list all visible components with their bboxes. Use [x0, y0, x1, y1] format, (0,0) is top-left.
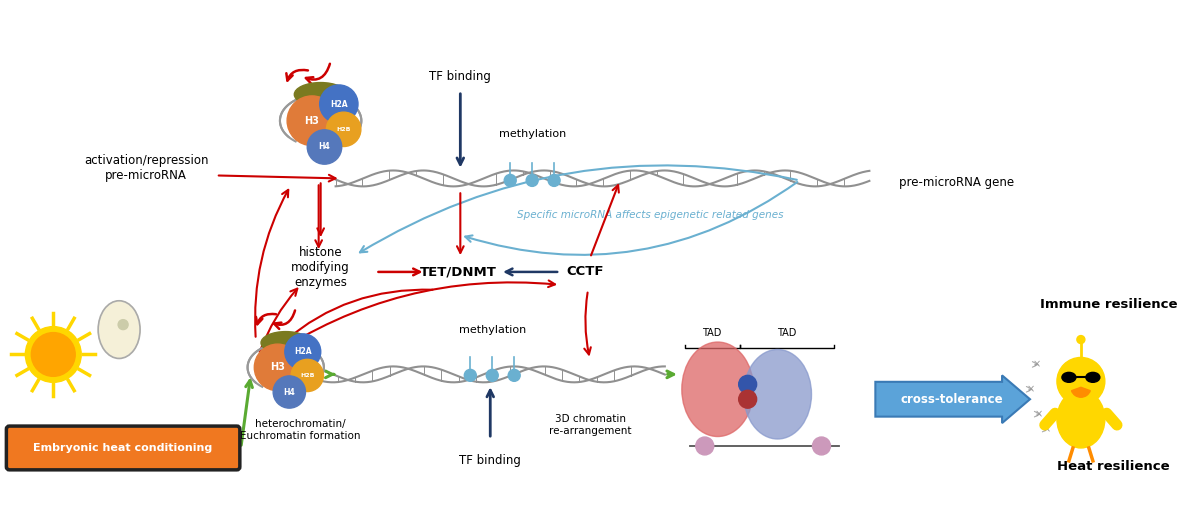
Ellipse shape	[744, 350, 811, 439]
Circle shape	[326, 112, 361, 146]
Text: ×: ×	[1034, 409, 1043, 419]
Text: TF binding: TF binding	[460, 454, 521, 467]
Text: TAD: TAD	[702, 327, 721, 338]
Circle shape	[118, 320, 128, 329]
Circle shape	[526, 174, 538, 187]
FancyArrow shape	[875, 375, 1030, 423]
Text: H3: H3	[270, 362, 286, 373]
Text: ×: ×	[1027, 384, 1036, 394]
Text: histone
modifying
enzymes: histone modifying enzymes	[292, 246, 350, 289]
Circle shape	[25, 326, 82, 382]
Text: Specific microRNA affects epigenetic related genes: Specific microRNA affects epigenetic rel…	[517, 210, 784, 220]
Text: TET/DNMT: TET/DNMT	[420, 265, 497, 279]
Ellipse shape	[98, 301, 140, 358]
Circle shape	[739, 390, 757, 408]
Text: Immune resilience: Immune resilience	[1040, 298, 1177, 311]
Ellipse shape	[294, 83, 347, 106]
Circle shape	[504, 174, 516, 187]
Text: H2A: H2A	[294, 347, 312, 356]
Circle shape	[292, 359, 324, 392]
Circle shape	[1057, 357, 1105, 405]
Circle shape	[509, 370, 520, 381]
Text: Heat resilience: Heat resilience	[1057, 461, 1170, 473]
Circle shape	[31, 333, 76, 376]
Text: methylation: methylation	[458, 324, 526, 335]
FancyArrowPatch shape	[1106, 413, 1117, 425]
Text: ×: ×	[1043, 424, 1051, 434]
Text: H2A: H2A	[330, 100, 348, 108]
Circle shape	[464, 370, 476, 381]
Circle shape	[307, 130, 342, 164]
Circle shape	[254, 344, 301, 391]
Text: H2B: H2B	[300, 373, 314, 378]
Circle shape	[274, 376, 306, 408]
Text: methylation: methylation	[498, 128, 565, 139]
Text: H3: H3	[305, 116, 319, 126]
Text: heterochromatin/
Euchromatin formation: heterochromatin/ Euchromatin formation	[240, 419, 361, 440]
Ellipse shape	[682, 342, 754, 436]
Text: Embryonic heat conditioning: Embryonic heat conditioning	[34, 443, 212, 453]
Wedge shape	[1072, 387, 1091, 397]
Text: 3D chromatin
re-arrangement: 3D chromatin re-arrangement	[548, 414, 631, 436]
Text: H2B: H2B	[336, 127, 350, 132]
Ellipse shape	[1062, 372, 1076, 382]
Text: activation/repression
pre-microRNA: activation/repression pre-microRNA	[84, 155, 209, 182]
Text: TF binding: TF binding	[430, 70, 491, 83]
Circle shape	[284, 334, 320, 370]
Text: H4: H4	[283, 388, 295, 396]
Circle shape	[548, 174, 560, 187]
Ellipse shape	[262, 332, 311, 354]
Text: TAD: TAD	[776, 327, 797, 338]
FancyBboxPatch shape	[6, 426, 240, 470]
Circle shape	[1076, 336, 1085, 343]
Text: pre-microRNA gene: pre-microRNA gene	[899, 176, 1014, 189]
Text: cross-tolerance: cross-tolerance	[901, 393, 1003, 406]
FancyArrowPatch shape	[1045, 413, 1055, 425]
Text: CCTF: CCTF	[566, 265, 604, 279]
Text: H4: H4	[319, 142, 330, 152]
Circle shape	[319, 85, 358, 123]
Ellipse shape	[1057, 390, 1105, 448]
Ellipse shape	[1086, 372, 1100, 382]
Circle shape	[486, 370, 498, 381]
Circle shape	[739, 375, 757, 393]
Text: ×: ×	[1033, 359, 1042, 370]
Circle shape	[696, 437, 714, 455]
Circle shape	[812, 437, 830, 455]
Circle shape	[287, 96, 337, 145]
